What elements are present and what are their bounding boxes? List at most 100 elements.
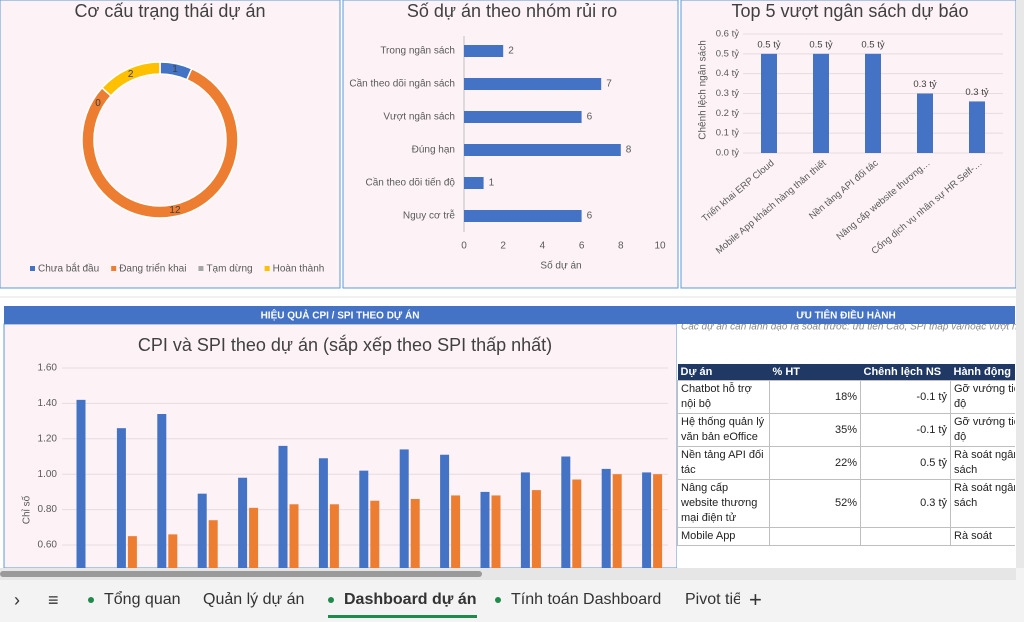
- h-scroll[interactable]: [0, 568, 1016, 580]
- legend-label: Đang triển khai: [119, 263, 186, 275]
- add-sheet[interactable]: +: [749, 587, 762, 612]
- section-title: HIỆU QUẢ CPI / SPI THEO DỰ ÁN: [261, 309, 420, 322]
- bar: [464, 111, 582, 123]
- sheet-tab[interactable]: Pivot tiến độ: [685, 582, 740, 618]
- legend-label: Tạm dừng: [206, 264, 252, 275]
- cell: 0.3 tỷ: [860, 479, 951, 528]
- bar: [464, 177, 484, 189]
- scroll-thumb[interactable]: [0, 571, 482, 577]
- bar: [249, 507, 259, 568]
- section-header: [4, 306, 677, 324]
- y-tick-label: 1.20: [38, 433, 58, 444]
- bar: [464, 144, 621, 156]
- column-header: % HT: [769, 364, 861, 381]
- bar: [116, 428, 126, 568]
- priority-table: Dự án% HT Chênh lệch NS Hành động Chatbot h…: [677, 364, 1015, 568]
- cell: Chatbot hỗ trợ nội bộ: [677, 380, 770, 414]
- cell: [860, 527, 951, 546]
- table-row: Nâng cấp website thương mại điện tử 52% 0.…: [677, 479, 1015, 528]
- y-tick-label: 1.60: [38, 363, 58, 374]
- y-tick-label: 0.80: [38, 504, 58, 515]
- next-sheet[interactable]: ›: [14, 590, 20, 610]
- y-tick-label: 1.00: [38, 469, 58, 480]
- data-label: 6: [587, 112, 593, 123]
- bar: [76, 399, 86, 568]
- legend-swatch: [30, 266, 35, 271]
- cell: Gỡ vướng tiến độ: [950, 380, 1015, 414]
- bar: [289, 504, 299, 568]
- bar: [601, 468, 611, 568]
- x-tick-label: 6: [579, 241, 585, 252]
- cell: Gỡ vướng tiến độ: [950, 413, 1015, 447]
- cell: -0.1 tỷ: [860, 413, 951, 447]
- cell: 52%: [769, 479, 861, 528]
- scrollbar[interactable]: [1016, 0, 1024, 568]
- y-tick-label: Cần theo dõi ngân sách: [349, 78, 455, 90]
- bar: [157, 414, 167, 568]
- bar: [572, 479, 582, 568]
- cell: 18%: [769, 380, 861, 414]
- tab-label: Dashboard dự án: [344, 591, 477, 608]
- y-tick-label: 0.6 tỷ: [716, 29, 739, 40]
- y-tick-label: Vượt ngân sách: [383, 112, 455, 123]
- y-axis-label: Chênh lệch ngân sách: [698, 40, 709, 140]
- cell: 0.5 tỷ: [860, 446, 951, 480]
- y-tick-label: Nguy cơ trễ: [403, 209, 456, 222]
- cell: 35%: [769, 413, 861, 447]
- bar: [410, 498, 420, 568]
- cell: Mobile App: [677, 527, 770, 546]
- cell: Nền tảng API đối tác: [677, 446, 770, 480]
- cell: Rà soát: [950, 527, 1015, 546]
- data-label: 2: [128, 69, 134, 80]
- bar: [917, 93, 933, 153]
- sheet-tab[interactable]: Tính toán Dashboard: [495, 582, 661, 618]
- cell: 22%: [769, 446, 861, 480]
- bar: [480, 491, 490, 568]
- x-tick-label: 8: [618, 241, 624, 252]
- table: Dự án% HT Chênh lệch NS Hành động Chatbot h…: [677, 364, 1015, 546]
- status-dot: [328, 596, 334, 603]
- data-label: 0: [95, 98, 101, 109]
- bar: [278, 445, 288, 568]
- cpi-chart: [62, 367, 668, 568]
- legend-label: Hoàn thành: [273, 264, 325, 275]
- bar: [531, 490, 541, 568]
- y-tick-label: 1.40: [38, 398, 58, 409]
- y-tick-label: 0.5 tỷ: [716, 48, 739, 59]
- section-header: [677, 306, 1015, 324]
- all-sheets[interactable]: ≡: [48, 590, 59, 610]
- bar: [329, 504, 339, 568]
- panel: [680, 0, 1017, 289]
- y-tick-label: 0.60: [38, 540, 58, 551]
- y-tick-label: Cần theo dõi tiến độ: [365, 177, 455, 189]
- table-row: Nền tảng API đối tác 22% 0.5 tỷ Rà soát ngâ…: [677, 446, 1015, 480]
- column-header: Hành động: [950, 364, 1015, 381]
- y-axis-label: Chỉ số: [21, 495, 33, 524]
- legend-label: Chưa bắt đầu: [38, 262, 99, 275]
- sheet-tab[interactable]: Dashboard dự án: [328, 582, 477, 618]
- bar: [370, 500, 380, 568]
- x-tick-label: 0: [461, 241, 467, 252]
- x-tick-label: 2: [500, 241, 506, 252]
- sheet-tab[interactable]: Quản lý dự án: [203, 582, 304, 618]
- bar: [359, 470, 369, 568]
- status-dot: [495, 596, 501, 603]
- status-dot: [88, 596, 94, 603]
- cell: Hệ thống quản lý văn bản eOffice: [677, 413, 770, 447]
- bar: [440, 454, 450, 568]
- data-label: 0.5 tỷ: [757, 39, 780, 50]
- y-tick-label: Trong ngân sách: [380, 46, 455, 57]
- y-tick-label: Đúng hạn: [412, 145, 455, 156]
- bar: [813, 53, 829, 154]
- data-label: 8: [626, 145, 632, 156]
- chart-title: Cơ cấu trạng thái dự án: [75, 1, 266, 21]
- cell: [769, 527, 861, 546]
- cell: Nâng cấp website thương mại điện tử: [677, 479, 770, 528]
- cell: -0.1 tỷ: [860, 380, 951, 414]
- bar: [318, 458, 328, 568]
- x-tick-label: 10: [654, 241, 666, 252]
- sheet-tab[interactable]: Tổng quan: [88, 582, 181, 618]
- bar: [399, 449, 409, 568]
- bar: [464, 210, 582, 222]
